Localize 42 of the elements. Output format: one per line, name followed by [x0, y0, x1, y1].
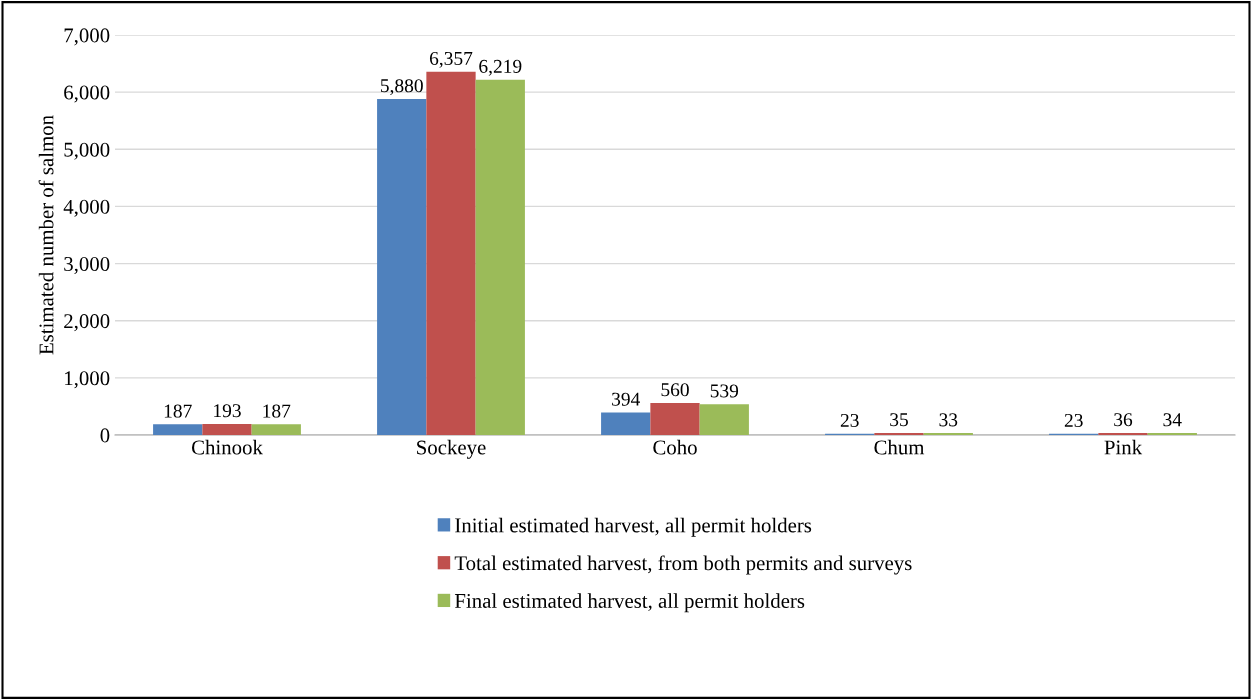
- bar: [251, 424, 301, 435]
- bar: [699, 404, 749, 435]
- data-label: 193: [214, 404, 241, 418]
- data-label: 5,880: [380, 79, 423, 96]
- bar: [650, 403, 700, 435]
- bar: [475, 79, 525, 435]
- x-tick-label: Chum: [874, 439, 925, 455]
- data-label: 36: [1114, 413, 1133, 427]
- data-label: 187: [263, 404, 291, 418]
- y-axis-title: Estimated number of salmon: [38, 115, 54, 355]
- legend-label: Initial estimated harvest, all permit holders: [455, 517, 812, 537]
- bar: [601, 412, 651, 435]
- data-label: 34: [1163, 413, 1182, 427]
- legend-label: Total estimated harvest, from both permits and surveys: [454, 555, 912, 575]
- legend-label: Final estimated harvest, all permit holders: [454, 593, 805, 613]
- bar: [377, 99, 427, 435]
- data-label: 33: [939, 413, 958, 427]
- y-tick-label: 5,000: [64, 142, 110, 160]
- data-label: 23: [840, 413, 859, 427]
- bar: [153, 424, 203, 435]
- data-label: 560: [661, 383, 689, 397]
- bar: [426, 71, 476, 435]
- data-label: 539: [710, 384, 739, 398]
- y-tick-label: 0: [100, 428, 110, 443]
- y-tick-label: 2,000: [64, 314, 110, 332]
- data-label: 6,357: [429, 51, 473, 68]
- y-tick-label: 7,000: [64, 28, 110, 46]
- data-label: 187: [164, 404, 192, 418]
- bar: [1098, 432, 1148, 435]
- x-tick-label: Chinook: [191, 439, 263, 455]
- data-label: 23: [1064, 413, 1083, 427]
- x-tick-label: Coho: [653, 439, 697, 455]
- data-label: 35: [890, 413, 908, 427]
- y-tick-label: 6,000: [64, 85, 110, 103]
- bar: [202, 423, 252, 435]
- x-tick-label: Sockeye: [417, 439, 486, 459]
- x-tick-label: Pink: [1104, 439, 1143, 455]
- y-tick-label: 1,000: [65, 371, 110, 389]
- data-label: 6,219: [479, 59, 522, 76]
- y-tick-label: 3,000: [64, 256, 110, 274]
- y-tick-label: 4,000: [63, 199, 110, 217]
- data-label: 394: [612, 392, 640, 406]
